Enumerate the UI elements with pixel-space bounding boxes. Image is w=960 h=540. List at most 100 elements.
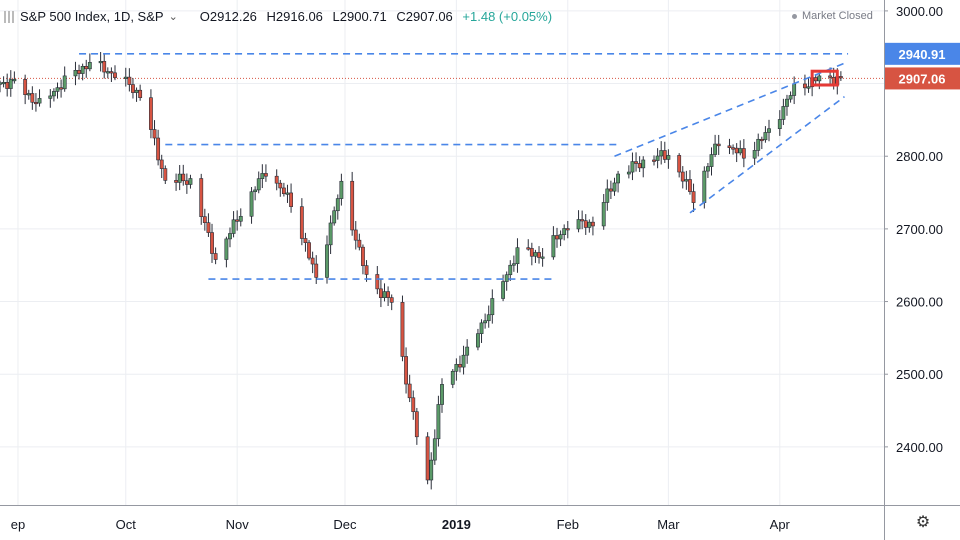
candle-body [587, 221, 592, 228]
candle-body [1, 82, 6, 85]
candle-body [731, 147, 735, 150]
gear-icon[interactable]: ⚙ [915, 514, 931, 531]
candle-body [504, 274, 509, 282]
candle-body [727, 145, 732, 148]
candle-body [210, 232, 214, 254]
candle-body [332, 210, 337, 224]
candle-body [626, 171, 631, 175]
candle-body [51, 91, 56, 97]
candle-body [62, 75, 67, 90]
candle-body [777, 119, 782, 129]
price-label-text: 2940.91 [899, 47, 946, 62]
trend-line[interactable] [614, 62, 845, 157]
candle-body [34, 101, 38, 105]
candle-body [123, 76, 128, 79]
candle-body [605, 188, 610, 203]
candle-body [684, 179, 689, 182]
candle-body [5, 82, 10, 89]
candle-body [386, 291, 391, 298]
candle-body [260, 173, 265, 179]
symbol-title[interactable]: S&P 500 Index, 1D, S&P [20, 9, 164, 24]
candle-body [30, 93, 35, 103]
candle-body [655, 155, 660, 161]
candle-body [289, 192, 293, 207]
x-tick-label: Feb [557, 517, 579, 532]
x-tick-label: Oct [116, 517, 137, 532]
candle-body [80, 66, 85, 74]
candle-body [102, 61, 107, 73]
candle-body [709, 154, 714, 167]
candle-body [716, 143, 721, 147]
trend-line[interactable] [689, 96, 845, 214]
candle-body [803, 83, 807, 89]
candle-body [454, 364, 459, 372]
candle-body [48, 95, 53, 99]
candle-body [616, 173, 620, 184]
candle-body [763, 132, 768, 141]
candle-body [253, 189, 258, 193]
highlight-box[interactable] [810, 69, 839, 87]
candle-body [224, 238, 229, 260]
candle-body [483, 320, 488, 324]
candle-body [641, 159, 646, 169]
candle-body [213, 253, 218, 260]
candle-body [228, 233, 232, 240]
candle-body [706, 166, 710, 172]
status-dot-icon [792, 13, 797, 19]
chart-legend: S&P 500 Index, 1D, S&P ⌄ O2912.26 H2916.… [4, 9, 558, 24]
candle-body [382, 291, 387, 298]
candle-body [432, 438, 437, 461]
candle-body [350, 180, 355, 231]
y-tick-label: 2400.00 [896, 440, 943, 455]
high-value: H2916.06 [266, 9, 323, 24]
candle-body [508, 264, 513, 276]
candle-body [98, 61, 103, 64]
candle-body [73, 70, 78, 77]
x-tick-label: Nov [226, 517, 250, 532]
candle-body [580, 219, 585, 222]
candle-body [436, 404, 441, 440]
candle-body [131, 84, 135, 93]
candle-body [479, 322, 484, 334]
candle-body [23, 79, 28, 95]
x-tick-label: 2019 [442, 517, 471, 532]
candle-body [612, 182, 617, 192]
candle-body [788, 95, 793, 100]
candle-body [752, 150, 757, 159]
candle-body [677, 155, 682, 173]
candle-body [738, 148, 743, 154]
candle-body [526, 247, 531, 250]
candle-body [335, 198, 340, 212]
candle-body [741, 148, 746, 159]
candle-body [249, 191, 254, 217]
candle-body [163, 168, 168, 181]
candle-body [608, 188, 613, 192]
y-tick-label: 2800.00 [896, 149, 943, 164]
candle-body [159, 159, 164, 169]
candle-body [231, 219, 236, 234]
candle-body [310, 257, 315, 265]
candle-body [105, 71, 110, 74]
candle-body [792, 83, 797, 96]
price-label-text: 2907.06 [899, 71, 946, 86]
candle-body [149, 97, 153, 130]
level-price-label [885, 42, 960, 65]
candle-body [713, 143, 718, 155]
candle-body [407, 383, 412, 399]
candle-body [734, 147, 739, 154]
candle-body [476, 333, 480, 348]
candle-body [109, 71, 114, 74]
candle-body [156, 137, 161, 161]
candle-body [299, 206, 304, 239]
candle-body [364, 265, 369, 275]
chevron-down-icon[interactable]: ⌄ [168, 11, 178, 23]
candle-body [339, 180, 344, 199]
candle-body [440, 384, 444, 405]
close-value: C2907.06 [396, 9, 453, 24]
candle-body [461, 354, 466, 368]
candle-body [630, 161, 635, 173]
candle-body [691, 191, 696, 203]
candle-body [202, 216, 207, 223]
candle-body [465, 346, 470, 356]
